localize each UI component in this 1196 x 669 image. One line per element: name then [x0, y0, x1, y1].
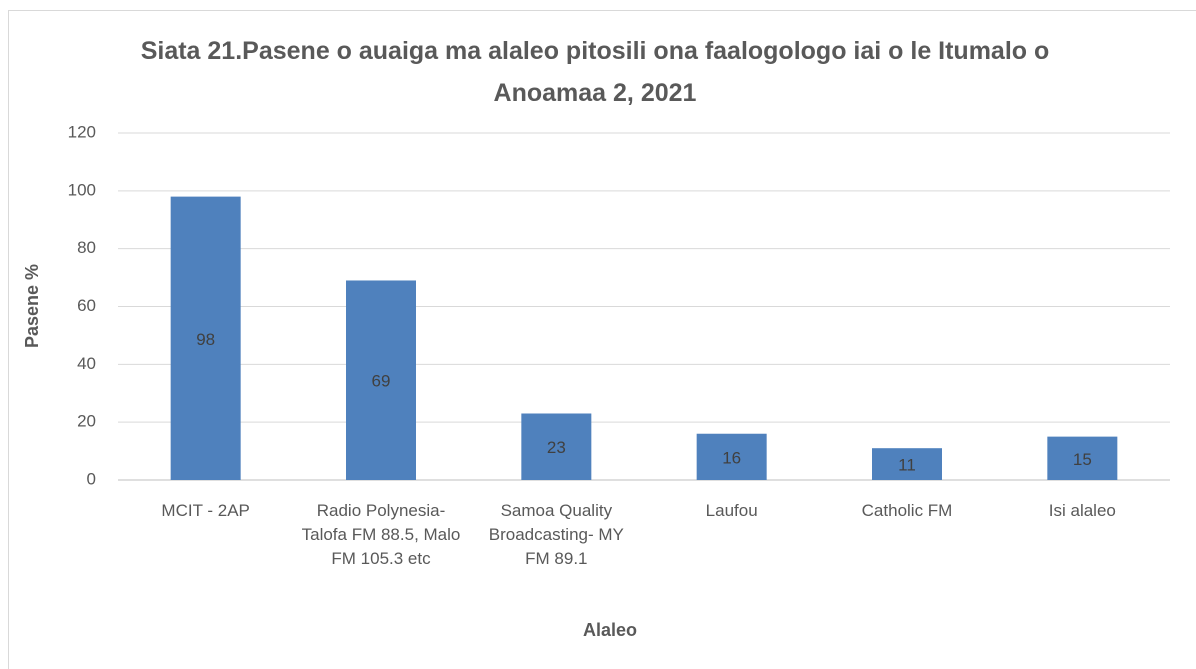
y-tick-label: 100 — [68, 180, 96, 199]
x-tick-label: Catholic FM — [861, 501, 953, 520]
data-label: 69 — [372, 372, 391, 391]
y-tick-label: 20 — [77, 412, 96, 431]
data-label: 98 — [196, 330, 215, 349]
y-tick-label: 80 — [77, 238, 96, 257]
x-tick-label: Samoa Quality Broadcasting- MY FM 89.1 — [488, 501, 624, 568]
bar — [346, 280, 416, 480]
chart-title: Siata 21.Pasene o auaiga ma alaleo pitos… — [140, 37, 1050, 107]
x-tick-label: Isi alaleo — [1048, 501, 1116, 520]
y-tick-label: 60 — [77, 296, 96, 315]
y-axis-label: Pasene % — [22, 264, 42, 348]
bar — [1047, 436, 1118, 480]
x-tick-label: Radio Polynesia-Talofa FM 88.5, Malo FM … — [301, 501, 461, 568]
bar — [696, 433, 767, 480]
data-label: 23 — [547, 438, 566, 457]
bar — [521, 413, 592, 480]
data-label: 16 — [722, 448, 741, 467]
x-axis-label: Alaleo — [582, 620, 638, 640]
chart-border — [8, 10, 1196, 669]
bar — [170, 196, 241, 480]
y-tick-label: 40 — [77, 354, 96, 373]
data-label: 15 — [1073, 450, 1092, 469]
x-tick-label: Laufou — [705, 501, 758, 520]
bar — [872, 448, 942, 480]
y-tick-label: 120 — [68, 122, 96, 141]
x-tick-label: MCIT - 2AP — [161, 501, 250, 520]
y-tick-label: 0 — [87, 469, 96, 488]
data-label: 11 — [898, 456, 916, 475]
